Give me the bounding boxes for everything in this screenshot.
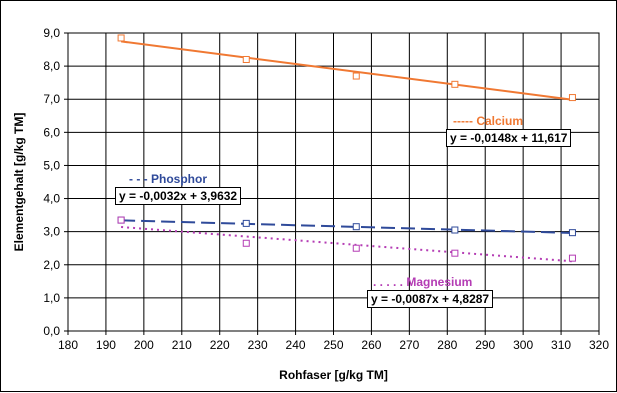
x-tick-label: 190	[96, 338, 116, 352]
y-tick-label: 4,0	[43, 192, 60, 206]
trendline-series-0	[120, 40, 573, 101]
x-tick-label: 180	[58, 338, 78, 352]
y-tick-label: 7,0	[43, 92, 60, 106]
data-point-series-2	[352, 244, 360, 252]
phosphor-legend-label: - - - Phosphor	[129, 172, 207, 186]
x-tick-label: 320	[589, 338, 609, 352]
y-axis-title: Elementgehalt [g/kg TM]	[12, 113, 26, 252]
magnesium-legend-label: . . . . . Magnesium	[373, 275, 473, 289]
data-point-series-0	[451, 80, 459, 88]
x-tick-labels: 180 190 200 210 220 230 240 250 260 270 280 290 300 3…	[58, 338, 609, 352]
x-tick-label: 210	[172, 338, 192, 352]
x-tick-label: 300	[513, 338, 533, 352]
data-point-series-1	[352, 223, 360, 231]
x-tick-label: 250	[323, 338, 343, 352]
magnesium-equation-box: y = -0,0087x + 4,8287	[367, 290, 494, 308]
plot-area-frame	[67, 32, 600, 332]
phosphor-equation-box: y = -0,0032x + 3,9632	[115, 187, 242, 205]
y-tick-label: 1,0	[43, 291, 60, 305]
data-point-series-1	[568, 229, 576, 237]
data-point-series-2	[451, 249, 459, 257]
data-point-series-2	[568, 254, 576, 262]
data-point-series-2	[242, 239, 250, 247]
x-tick-label: 260	[361, 338, 381, 352]
x-tick-label: 280	[437, 338, 457, 352]
data-point-series-0	[242, 55, 250, 63]
data-point-series-0	[568, 94, 576, 102]
y-tick-label: 0,0	[43, 324, 60, 338]
y-tick-labels: 0,0 1,0 2,0 3,0 4,0 5,0 6,0 7,0 8,0 9,0	[43, 26, 60, 338]
series	[117, 34, 576, 263]
y-tick-label: 6,0	[43, 125, 60, 139]
y-tick-label: 5,0	[43, 158, 60, 172]
data-point-series-0	[352, 72, 360, 80]
x-tick-label: 310	[551, 338, 571, 352]
calcium-equation-box: y = -0,0148x + 11,617	[446, 129, 572, 147]
y-tick-label: 3,0	[43, 225, 60, 239]
y-tick-label: 9,0	[43, 26, 60, 40]
calcium-legend-label: ----- Calcium	[453, 114, 523, 128]
x-tick-label: 290	[475, 338, 495, 352]
data-point-series-0	[117, 34, 125, 42]
x-tick-label: 240	[286, 338, 306, 352]
data-point-series-1	[451, 226, 459, 234]
x-tick-label: 230	[248, 338, 268, 352]
x-tick-label: 220	[210, 338, 230, 352]
axes	[64, 32, 600, 335]
y-tick-label: 8,0	[43, 59, 60, 73]
trendline-series-1	[121, 219, 573, 234]
data-point-series-1	[242, 219, 250, 227]
data-point-series-2	[117, 216, 125, 224]
x-tick-label: 200	[134, 338, 154, 352]
x-tick-label: 270	[399, 338, 419, 352]
x-axis-title: Rohfaser [g/kg TM]	[279, 368, 388, 382]
y-tick-label: 2,0	[43, 258, 60, 272]
